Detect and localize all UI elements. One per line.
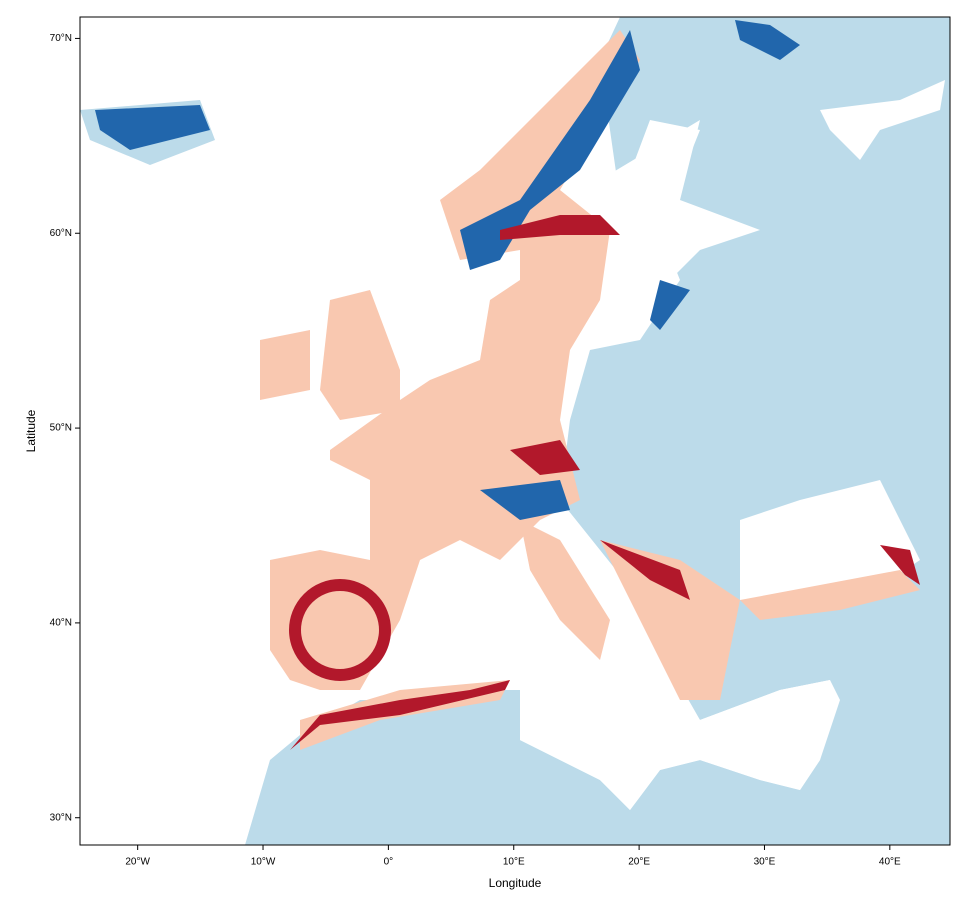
x-tick-label: 0° bbox=[384, 857, 394, 868]
region-salmon bbox=[740, 570, 920, 620]
y-axis-label: Latitude bbox=[24, 409, 38, 452]
x-tick-label: 10°W bbox=[251, 857, 276, 868]
y-tick-label: 40°N bbox=[50, 618, 72, 629]
sea bbox=[560, 120, 760, 330]
region-light bbox=[245, 17, 950, 845]
x-tick-label: 40°E bbox=[879, 857, 901, 868]
region-red bbox=[510, 440, 580, 475]
y-tick-label: 70°N bbox=[50, 33, 72, 44]
region-salmon bbox=[260, 330, 310, 400]
region-salmon bbox=[320, 290, 400, 420]
region-blue bbox=[735, 20, 800, 60]
region-blue bbox=[650, 280, 690, 330]
map-layer bbox=[80, 17, 950, 845]
region-red bbox=[289, 579, 391, 681]
sea bbox=[820, 80, 945, 160]
x-tick-label: 10°E bbox=[503, 857, 525, 868]
region-blue bbox=[95, 105, 210, 150]
region-red bbox=[880, 545, 920, 585]
sea bbox=[740, 480, 920, 600]
region-blue bbox=[460, 30, 640, 270]
region-blue bbox=[480, 480, 570, 520]
region-salmon bbox=[520, 520, 610, 660]
region-red bbox=[600, 540, 690, 600]
x-tick-label: 20°E bbox=[628, 857, 650, 868]
region-salmon bbox=[600, 540, 740, 700]
x-tick-label: 30°E bbox=[754, 857, 776, 868]
x-tick-label: 20°W bbox=[125, 857, 150, 868]
plot-frame bbox=[79, 16, 951, 846]
region-red bbox=[500, 215, 620, 240]
y-tick-label: 60°N bbox=[50, 228, 72, 239]
sea bbox=[330, 560, 830, 810]
y-tick-label: 30°N bbox=[50, 812, 72, 823]
x-axis-label: Longitude bbox=[489, 876, 542, 890]
region-red bbox=[290, 680, 510, 750]
y-tick-label: 50°N bbox=[50, 423, 72, 434]
